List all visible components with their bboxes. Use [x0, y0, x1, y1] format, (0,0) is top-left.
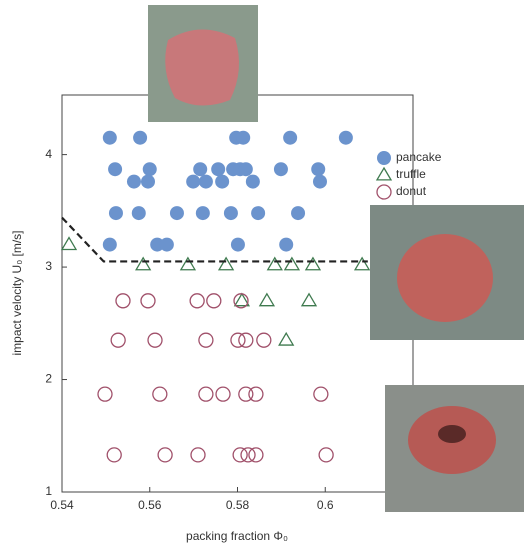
y-tick-label: 3 — [45, 259, 52, 273]
point — [291, 206, 306, 221]
point — [232, 447, 248, 463]
point — [230, 332, 246, 348]
point — [318, 447, 334, 463]
photo-donut-hole — [438, 425, 466, 443]
point — [133, 130, 148, 145]
point — [236, 130, 251, 145]
point — [313, 386, 329, 402]
y-tick-label: 4 — [45, 147, 52, 161]
point — [312, 174, 327, 189]
point — [159, 237, 174, 252]
point — [256, 332, 272, 348]
x-tick-label: 0.56 — [138, 498, 162, 512]
point — [60, 236, 78, 251]
point — [198, 332, 214, 348]
point — [152, 386, 168, 402]
point — [198, 386, 214, 402]
point — [353, 256, 371, 271]
x-tick-label: 0.54 — [50, 498, 74, 512]
point — [245, 174, 260, 189]
point — [266, 256, 283, 271]
point — [230, 237, 245, 252]
point — [217, 256, 235, 271]
point — [240, 447, 256, 463]
point — [102, 237, 117, 252]
point — [106, 447, 122, 463]
point — [179, 256, 197, 271]
point — [115, 293, 131, 309]
photo-pancake-shape — [165, 29, 239, 106]
point — [283, 130, 298, 145]
legend-label: donut — [396, 184, 427, 198]
photos — [148, 5, 524, 512]
point — [311, 162, 326, 177]
point — [251, 206, 266, 221]
point — [233, 293, 249, 309]
point — [283, 256, 301, 271]
point — [238, 162, 253, 177]
point — [169, 206, 184, 221]
point — [195, 206, 210, 221]
point — [211, 162, 226, 177]
point — [135, 256, 152, 271]
x-tick-label: 0.58 — [226, 498, 250, 512]
point — [193, 162, 208, 177]
point — [110, 332, 126, 348]
point — [126, 174, 141, 189]
y-axis-label: impact velocity U₀ [m/s] — [10, 230, 24, 355]
boundary-line — [61, 216, 368, 263]
point — [304, 256, 322, 271]
point — [157, 447, 173, 463]
point — [223, 206, 238, 221]
point — [131, 206, 146, 221]
point — [238, 386, 254, 402]
point — [238, 332, 254, 348]
point — [108, 206, 123, 221]
point — [150, 237, 165, 252]
point — [142, 162, 157, 177]
x-tick-label: 0.6 — [317, 498, 334, 512]
point — [273, 162, 288, 177]
point — [278, 331, 295, 346]
legend-marker — [377, 151, 391, 165]
point — [190, 447, 206, 463]
legend-label: pancake — [396, 150, 442, 164]
y-tick-label: 2 — [45, 372, 52, 386]
point — [248, 386, 264, 402]
legend-marker — [375, 166, 393, 181]
y-tick-label: 1 — [45, 484, 52, 498]
point — [300, 292, 318, 307]
point — [258, 292, 276, 307]
legend-marker — [376, 184, 392, 200]
plot-frame — [61, 94, 414, 493]
point — [102, 130, 117, 145]
point — [206, 293, 222, 309]
point — [248, 447, 264, 463]
point — [279, 237, 294, 252]
plot: packing fraction Φ₀ impact velocity U₀ [… — [10, 94, 442, 543]
point — [140, 293, 156, 309]
point — [215, 386, 231, 402]
point — [97, 386, 113, 402]
point — [189, 293, 205, 309]
point — [233, 292, 251, 307]
point — [140, 174, 155, 189]
point — [215, 174, 230, 189]
x-axis-label: packing fraction Φ₀ — [186, 529, 288, 543]
legend-label: truffle — [396, 167, 426, 181]
point — [108, 162, 123, 177]
point — [338, 130, 353, 145]
point — [147, 332, 163, 348]
point — [198, 174, 213, 189]
photo-truffle-shape — [397, 234, 493, 322]
point — [186, 174, 201, 189]
